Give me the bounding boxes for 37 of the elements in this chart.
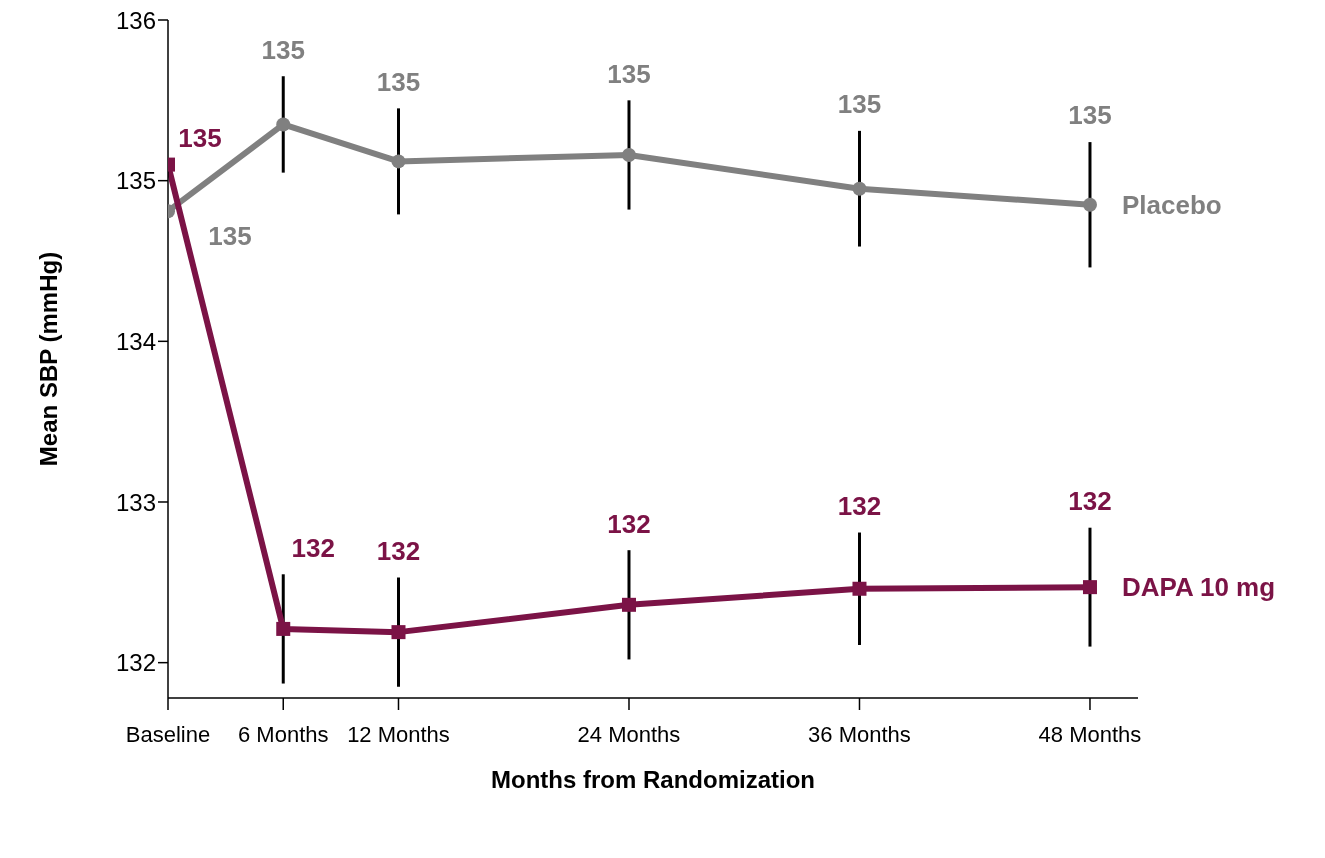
x-tick-label: 24 Months	[577, 722, 681, 747]
data-label: 135	[837, 89, 882, 120]
x-tick-label: 48 Months	[1038, 722, 1142, 747]
point	[852, 581, 867, 596]
point	[391, 625, 406, 640]
y-tick-label: 134	[115, 327, 156, 355]
data-label: 135	[208, 221, 252, 252]
data-label: 135	[607, 59, 651, 90]
y-tick-label: 135	[115, 167, 156, 195]
point	[1082, 580, 1097, 595]
data-label: 132	[837, 491, 882, 522]
x-axis-title: Months from Randomization	[491, 766, 815, 793]
data-label: 135	[261, 35, 305, 66]
data-label: 132	[1068, 486, 1112, 517]
y-tick-label: 132	[115, 649, 156, 677]
data-label: 135	[376, 67, 421, 98]
point	[276, 117, 291, 132]
series-label: Placebo	[1121, 189, 1222, 220]
x-tick-label: 12 Months	[347, 722, 450, 747]
data-label: 132	[376, 536, 421, 567]
data-label: 135	[178, 122, 222, 153]
data-label: 132	[291, 533, 335, 564]
point	[621, 147, 636, 162]
y-tick-label: 136	[115, 6, 156, 34]
y-tick-label: 133	[115, 488, 156, 516]
point	[391, 154, 406, 169]
x-tick-label: Baseline	[125, 722, 211, 747]
x-tick-label: 6 Months	[238, 722, 329, 747]
series-label: DAPA 10 mg	[1121, 572, 1276, 603]
point	[621, 597, 636, 612]
point	[276, 621, 291, 636]
data-label: 132	[607, 508, 651, 539]
data-label: 135	[1068, 100, 1112, 131]
x-tick-label: 36 Months	[808, 722, 911, 747]
point	[1082, 197, 1097, 212]
point	[852, 181, 867, 196]
y-axis-title: Mean SBP (mmHg)	[34, 251, 62, 467]
